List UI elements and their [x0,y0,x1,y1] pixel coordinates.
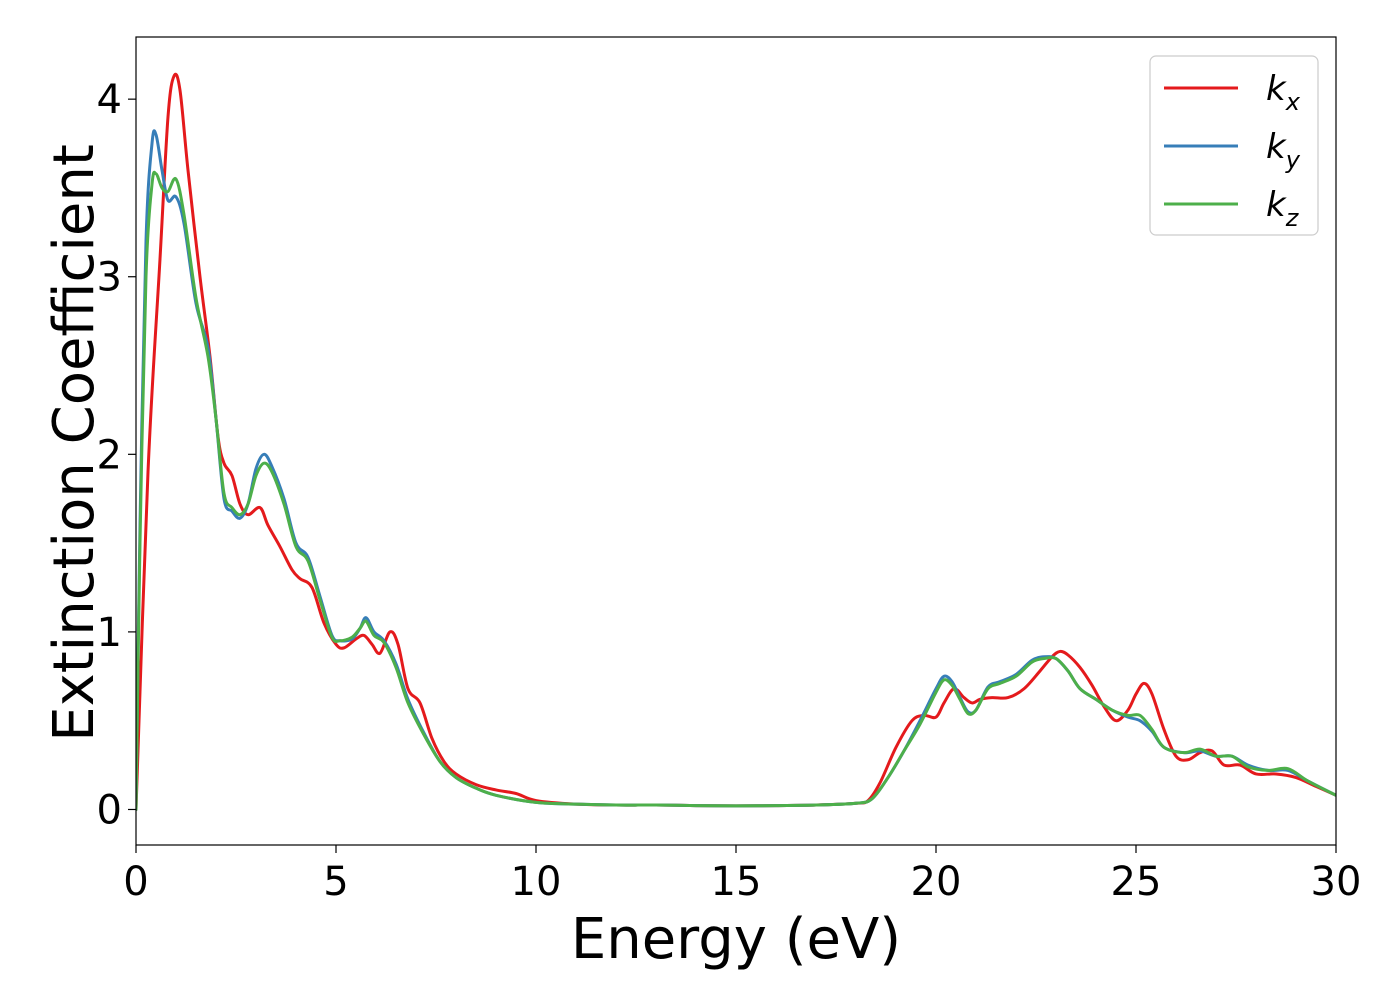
legend-label-x: kx [1266,69,1301,116]
x-tick-label: 30 [1311,859,1362,905]
y-tick-label: 0 [97,787,122,833]
x-axis-title: Energy (eV) [571,907,901,972]
x-axis: 0 5 10 15 20 25 30 [123,845,1361,905]
x-tick-label: 20 [911,859,962,905]
legend-label-y: ky [1266,127,1301,174]
legend: kx ky kz [1149,55,1319,236]
x-tick-label: 15 [711,859,762,905]
legend-label-z: kz [1266,185,1300,232]
y-axis: 0 1 2 3 4 [97,77,136,833]
x-tick-label: 10 [511,859,562,905]
y-tick-label: 3 [97,255,122,301]
y-tick-label: 1 [97,610,122,656]
series-lines [136,72,1336,811]
x-tick-label: 5 [323,859,348,905]
y-tick-label: 2 [97,432,122,478]
y-axis-title: Extinction Coefficient [42,144,107,742]
series-line-z [136,170,1336,811]
y-tick-label: 4 [97,77,122,123]
x-tick-label: 0 [123,859,148,905]
x-tick-label: 25 [1111,859,1162,905]
